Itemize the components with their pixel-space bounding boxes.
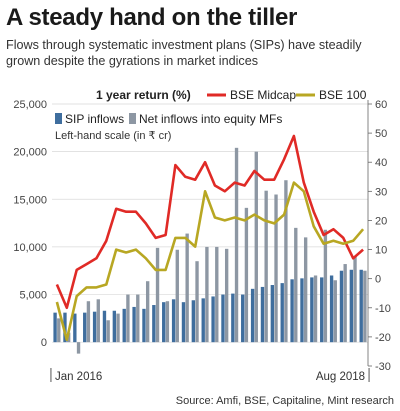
net-inflow-bar [333,280,337,343]
net-inflow-bar [86,301,91,343]
net-inflow-bar [353,256,357,343]
net-inflow-bar [165,301,170,343]
sip-inflow-bar [280,283,284,343]
net-inflow-bar [343,264,347,343]
net-inflow-bar [303,237,308,343]
sip-inflow-bar [329,275,334,343]
sip-inflow-bar [241,294,245,343]
right-tick-label: 10 [375,245,387,257]
net-inflow-bar [136,294,140,343]
sip-inflow-bar [349,269,354,343]
right-tick-label: -10 [375,303,391,315]
left-tick-label: 0 [41,337,47,349]
net-inflow-bar [106,320,110,343]
sip-inflow-bar [83,312,87,343]
sip-inflow-bar [53,312,57,343]
sip-inflow-bar [132,306,136,343]
net-inflow-bar [175,249,179,343]
sip-inflow-bar [181,302,186,343]
right-tick-label: 60 [375,99,387,111]
net-inflow-bar [363,270,367,343]
legend-midcap-label: BSE Midcap [230,88,296,102]
sip-inflow-bar [201,298,205,343]
left-tick-label: 20,000 [13,147,47,159]
net-inflow-bar [57,318,61,343]
sip-inflow-bar [92,311,97,343]
sip-inflow-bar [102,310,107,343]
right-tick-label: 30 [375,186,387,198]
net-inflow-bar [284,180,288,343]
net-inflow-bar [264,190,268,343]
sip-inflow-bar [320,277,324,343]
chart-title: A steady hand on the tiller [6,4,298,31]
bse-100-line [55,181,365,342]
right-tick-label: 20 [375,215,387,227]
right-tick-label: -30 [375,361,391,373]
net-inflow-bar [215,246,219,343]
sip-inflow-bar [171,299,176,343]
net-inflow-bar [145,281,150,343]
left-tick-label: 25,000 [13,99,47,111]
sip-inflow-bar [142,308,146,343]
legend-sip-swatch [55,113,62,124]
net-inflow-bar [96,299,100,343]
net-inflow-bar [244,207,249,343]
sip-inflow-bar [191,300,196,343]
net-inflow-bar [323,229,328,343]
right-axis-label: 1 year return (%) [96,88,191,102]
bse-midcap-line [55,134,364,310]
chart-subtitle: Flows through systematic investment plan… [6,38,362,68]
right-tick-label: -20 [375,332,391,344]
x-start-label: Jan 2016 [55,371,102,383]
net-inflow-bar [185,233,189,343]
sip-inflow-bar [359,269,363,343]
net-inflow-bar [313,275,318,343]
right-tick-label: 0 [375,274,381,286]
net-inflow-bar [76,342,81,354]
net-inflow-bar [195,261,199,343]
legend: 1 year return (%) BSE Midcap BSE 100 SIP in… [55,88,367,142]
net-inflow-bar [155,247,160,343]
sip-inflow-bar [122,308,126,343]
legend-net-swatch [129,113,136,124]
sip-inflow-bar [300,278,304,343]
net-inflow-bar [274,194,278,343]
left-tick-label: 15,000 [13,194,47,206]
sip-inflow-bar [250,288,255,343]
x-end-label: Aug 2018 [316,371,365,383]
left-axis-label: Left-hand scale (in ₹ cr) [55,130,171,142]
sip-inflow-bar [112,310,117,343]
net-inflow-bar [224,248,229,343]
bar-series-group [53,147,367,354]
left-tick-label: 5,000 [19,290,47,302]
legend-bse100-label: BSE 100 [319,88,367,102]
left-tick-label: 10,000 [13,242,47,254]
sip-inflow-bar [310,277,314,343]
sip-inflow-bar [290,279,294,343]
line-series-group [55,134,365,342]
sip-inflow-bar [162,302,166,343]
sip-inflow-bar [221,294,225,343]
sip-inflow-bar [270,285,275,343]
sip-inflow-bar [63,312,67,343]
net-inflow-bar [126,294,130,343]
sip-inflow-bar [73,313,77,343]
net-inflow-bar [234,147,239,343]
axes-group: 0 5,000 10,000 15,000 20,000 25,000 -30 -20 -10 0… [13,99,391,383]
net-inflow-bar [205,246,209,343]
net-inflow-bar [294,227,298,343]
sip-inflow-bar [211,296,215,343]
sip-inflow-bar [339,270,344,343]
right-tick-label: 40 [375,157,387,169]
source-note: Source: Amfi, BSE, Capitaline, Mint rese… [175,395,394,407]
sip-inflow-bar [260,286,265,343]
legend-net-label: Net inflows into equity MFs [139,112,282,126]
net-inflow-bar [254,151,258,343]
sip-inflow-bar [152,305,156,343]
right-tick-label: 50 [375,128,387,140]
legend-sip-label: SIP inflows [65,112,124,126]
net-inflow-bar [116,313,120,343]
sip-inflow-bar [231,293,235,343]
